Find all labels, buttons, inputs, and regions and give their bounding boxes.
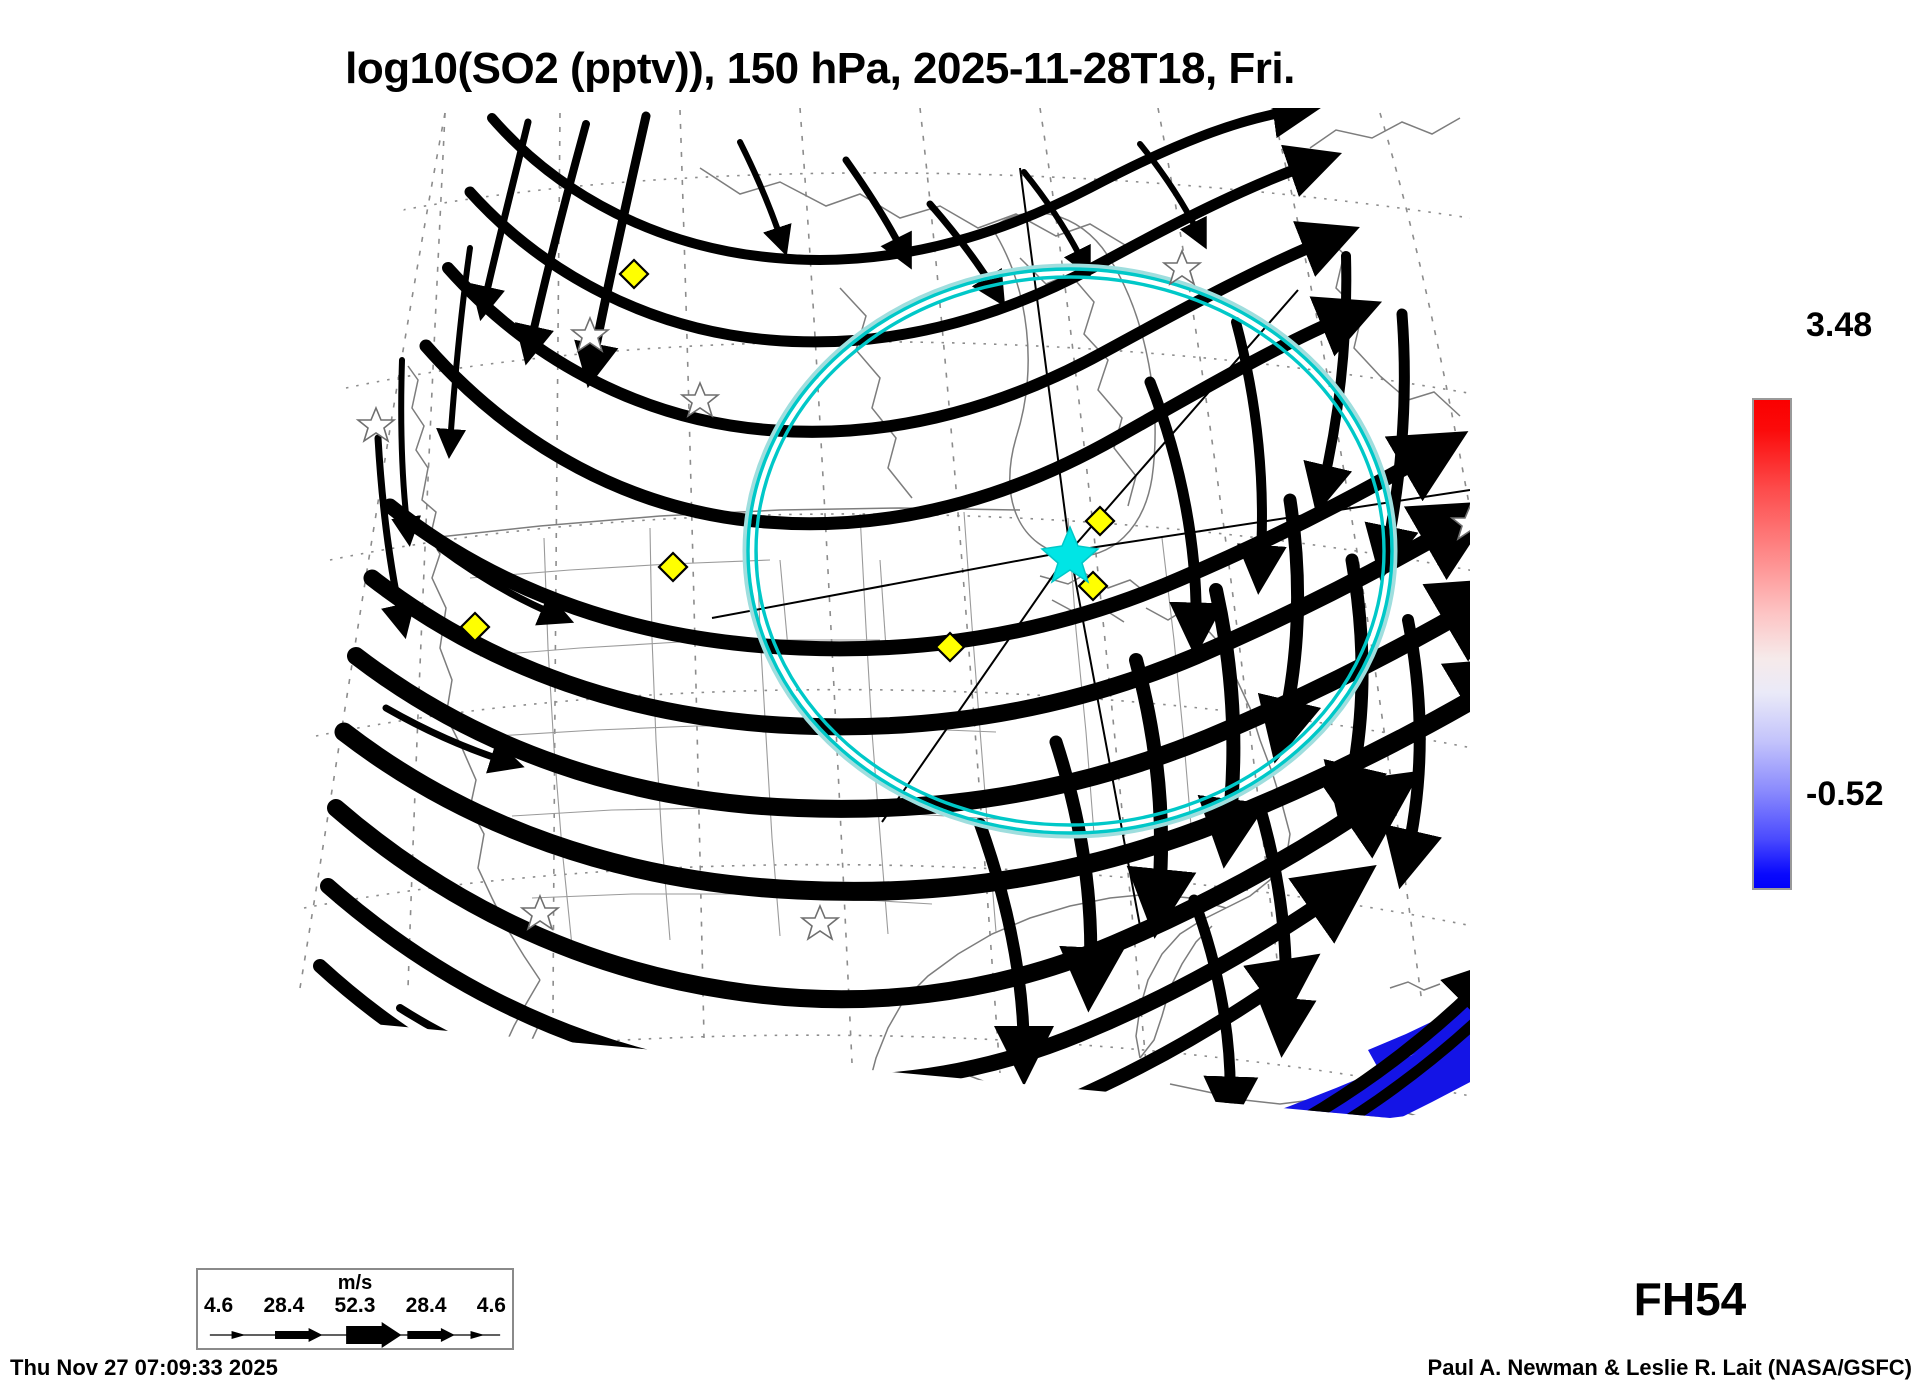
wind-speed-legend: m/s 4.6 28.4 52.3 28.4 4.6 [196, 1268, 514, 1350]
city-star-markers [355, 248, 1470, 941]
map-plot-area[interactable] [140, 108, 1470, 1248]
map-svg [293, 108, 1470, 1118]
range-circle [742, 263, 1398, 839]
map-boundary [299, 112, 446, 989]
wind-legend-unit: m/s [337, 1272, 373, 1294]
wind-tick-2: 28.4 [263, 1294, 305, 1317]
wind-legend-arrows-icon [209, 1322, 501, 1348]
colorbar-max-label: 3.48 [1806, 306, 1873, 344]
station-diamond-markers[interactable] [459, 258, 1116, 663]
forecast-hour-label: FH54 [1633, 1273, 1747, 1325]
page-title: log10(SO2 (pptv)), 150 hPa, 2025-11-28T1… [345, 44, 1295, 93]
so2-low-shading [660, 970, 1470, 1118]
colorbar-min-label: -0.52 [1806, 775, 1884, 813]
author-credit: Paul A. Newman & Leslie R. Lait (NASA/GS… [1427, 1355, 1912, 1380]
wind-streamlines [313, 108, 1470, 1118]
wind-tick-5: 4.6 [476, 1294, 506, 1317]
wind-tick-3: 52.3 [334, 1294, 376, 1317]
generation-timestamp: Thu Nov 27 07:09:33 2025 [10, 1355, 278, 1380]
wind-tick-4: 28.4 [405, 1294, 447, 1317]
wind-legend-ticks: 4.6 28.4 52.3 28.4 4.6 [204, 1294, 506, 1318]
center-star-marker[interactable] [1040, 525, 1100, 584]
wind-tick-1: 4.6 [204, 1294, 234, 1317]
colorbar [1752, 398, 1792, 890]
colorbar-gradient [1752, 398, 1792, 890]
